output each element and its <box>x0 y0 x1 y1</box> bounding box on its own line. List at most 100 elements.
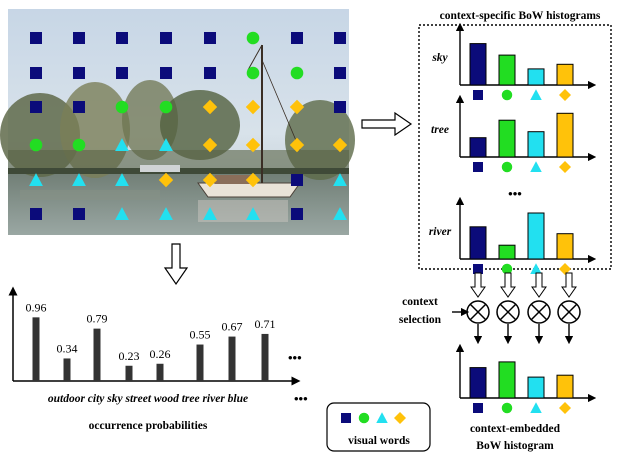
visual-word-circle <box>246 66 260 80</box>
visual-word-square <box>73 208 85 220</box>
occurrence-bar-outdoor <box>32 317 40 381</box>
visual-word-triangle <box>115 173 129 186</box>
visual-word-diamond <box>158 172 174 188</box>
occurrence-value-label: 0.71 <box>255 317 276 331</box>
occurrence-bar-city <box>63 358 71 381</box>
visual-word-markers <box>29 31 348 220</box>
visual-word-square <box>291 32 303 44</box>
embedded-bar-square-icon <box>473 403 483 413</box>
occurrence-bar-sky <box>93 328 101 381</box>
context-tree-bar <box>498 119 516 158</box>
occurrence-title: occurrence probabilities <box>89 420 208 432</box>
context-sky-bar-triangle-icon <box>530 89 542 100</box>
context-selection-label-line1: context <box>402 296 438 308</box>
visual-word-square <box>30 32 42 44</box>
selection-input-arrow <box>561 272 577 298</box>
context-label-sky: sky <box>431 52 448 64</box>
selection-input-arrow <box>470 272 486 298</box>
visual-word-circle <box>29 138 43 152</box>
context-label-river: river <box>429 226 452 238</box>
visual-word-square <box>30 208 42 220</box>
context-sky-bar <box>556 63 574 86</box>
visual-word-triangle <box>115 138 129 151</box>
context-sky-bar <box>498 54 516 86</box>
visual-word-square <box>73 67 85 79</box>
occurrence-ellipsis-bottom: ••• <box>294 391 308 406</box>
visual-word-square <box>291 208 303 220</box>
visual-word-square <box>291 174 303 186</box>
legend-triangle-icon <box>376 412 388 423</box>
visual-word-triangle <box>29 173 43 186</box>
visual-word-circle <box>290 66 304 80</box>
context-tree-bar <box>527 131 545 158</box>
context-sky-bar <box>527 68 545 86</box>
occurrence-value-label: 0.23 <box>119 349 140 363</box>
embedded-bar-triangle-icon <box>530 402 542 413</box>
embedded-label-line2: BoW histogram <box>476 440 554 452</box>
visual-word-square <box>160 32 172 44</box>
embedded-label-line1: context-embedded <box>470 423 561 435</box>
visual-word-triangle <box>115 207 129 220</box>
context-sky-bar-circle-icon <box>501 89 513 101</box>
occurrence-value-label: 0.67 <box>222 320 243 334</box>
embedded-bar <box>469 367 487 399</box>
visual-word-square <box>116 67 128 79</box>
context-selection-operators <box>452 272 581 345</box>
context-selection-label-line2: selection <box>399 314 442 326</box>
occurrence-value-label: 0.34 <box>57 341 78 355</box>
visual-word-triangle <box>72 173 86 186</box>
legend-label: visual words <box>348 435 410 447</box>
legend-square-icon <box>341 413 351 423</box>
visual-word-triangle <box>333 207 347 220</box>
visual-word-diamond <box>202 172 218 188</box>
occurrence-bar-street <box>125 365 133 381</box>
visual-word-square <box>30 67 42 79</box>
visual-word-circle <box>159 100 173 114</box>
context-river-bar <box>527 212 545 260</box>
visual-word-triangle <box>159 207 173 220</box>
occurrence-bar-blue <box>261 333 269 381</box>
visual-word-diamond <box>245 172 261 188</box>
occurrence-bar-river <box>228 336 236 381</box>
context-sky-bar <box>469 43 487 86</box>
embedded-bar <box>556 374 574 399</box>
occurrence-value-label: 0.55 <box>190 328 211 342</box>
visual-word-square <box>73 32 85 44</box>
embedded-bar <box>498 361 516 399</box>
context-river-bar <box>498 244 516 260</box>
visual-word-circle <box>72 138 86 152</box>
embedded-histogram <box>455 343 597 414</box>
visual-word-triangle <box>246 207 260 220</box>
visual-word-square <box>73 101 85 113</box>
context-sky-bar-diamond-icon <box>559 89 571 101</box>
visual-word-triangle <box>159 138 173 151</box>
visual-word-square <box>116 32 128 44</box>
embedded-bar-diamond-icon <box>559 402 571 414</box>
occurrence-ellipsis-top: ••• <box>288 350 302 365</box>
visual-word-square <box>30 101 42 113</box>
selection-input-arrow <box>531 272 547 298</box>
visual-word-diamond <box>332 137 348 153</box>
occurrence-value-label: 0.26 <box>150 347 171 361</box>
visual-word-diamond <box>245 99 261 115</box>
visual-words-legend: visual words <box>326 402 431 452</box>
context-river-bar-circle-icon <box>501 263 513 275</box>
embedded-bar-circle-icon <box>501 402 513 414</box>
context-tree-bar-triangle-icon <box>530 161 542 172</box>
visual-word-square <box>334 32 346 44</box>
legend-markers <box>341 412 406 424</box>
selection-input-arrow <box>500 272 516 298</box>
occurrence-chart: 0.96 0.34 0.79 0.23 0.26 0.55 0.67 0.71 outdoor … <box>8 286 308 406</box>
occurrence-bar-tree <box>196 344 204 381</box>
visual-word-diamond <box>202 137 218 153</box>
context-river-bar-triangle-icon <box>530 263 542 274</box>
occurrence-category-labels: outdoor city sky street wood tree river … <box>48 393 248 405</box>
visual-word-diamond <box>245 137 261 153</box>
visual-word-square <box>204 32 216 44</box>
arrow-to-histograms <box>361 111 413 137</box>
histograms-frame <box>418 24 612 270</box>
histograms-title: context-specific BoW histograms <box>440 10 601 22</box>
legend-diamond-icon <box>394 412 406 424</box>
occurrence-value-label: 0.79 <box>87 312 108 326</box>
context-tree-bar <box>556 112 574 158</box>
